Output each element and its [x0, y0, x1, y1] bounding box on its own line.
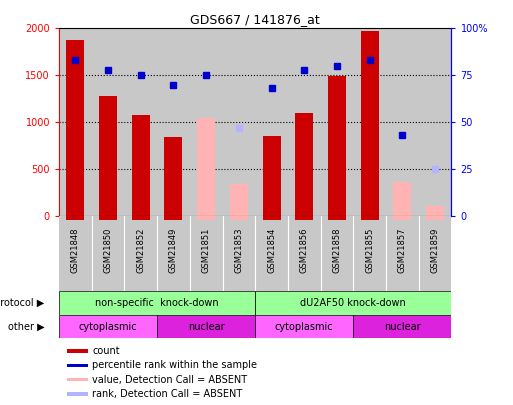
Text: other ▶: other ▶: [8, 322, 44, 332]
Text: count: count: [92, 346, 120, 356]
Text: GSM21859: GSM21859: [430, 227, 440, 273]
Bar: [263, 216, 281, 220]
Bar: [393, 216, 411, 220]
Bar: [255, 216, 288, 291]
Text: protocol ▶: protocol ▶: [0, 298, 44, 308]
Bar: [361, 216, 379, 220]
Text: GSM21854: GSM21854: [267, 227, 276, 273]
Bar: [419, 28, 451, 216]
Bar: [255, 28, 288, 216]
Bar: [223, 28, 255, 216]
Bar: [295, 216, 313, 220]
Bar: [59, 28, 92, 216]
Text: GSM21857: GSM21857: [398, 227, 407, 273]
Bar: [67, 364, 88, 367]
Bar: [92, 216, 125, 291]
Bar: [99, 96, 117, 216]
Bar: [353, 315, 451, 339]
Bar: [426, 206, 444, 216]
Bar: [328, 216, 346, 220]
Bar: [353, 28, 386, 216]
Bar: [67, 378, 88, 382]
Title: GDS667 / 141876_at: GDS667 / 141876_at: [190, 13, 320, 26]
Text: GSM21855: GSM21855: [365, 227, 374, 273]
Bar: [190, 28, 223, 216]
Bar: [92, 28, 125, 216]
Bar: [230, 216, 248, 220]
Text: rank, Detection Call = ABSENT: rank, Detection Call = ABSENT: [92, 389, 243, 399]
Bar: [66, 216, 84, 220]
Text: percentile rank within the sample: percentile rank within the sample: [92, 360, 258, 370]
Bar: [321, 28, 353, 216]
Text: GSM21849: GSM21849: [169, 227, 178, 273]
Bar: [223, 216, 255, 291]
Bar: [165, 216, 183, 220]
Bar: [361, 31, 379, 216]
Bar: [255, 315, 353, 339]
Bar: [157, 28, 190, 216]
Text: GSM21848: GSM21848: [71, 227, 80, 273]
Text: nuclear: nuclear: [384, 322, 421, 332]
Bar: [59, 216, 92, 291]
Bar: [386, 28, 419, 216]
Text: GSM21852: GSM21852: [136, 227, 145, 273]
Text: cytoplasmic: cytoplasmic: [78, 322, 137, 332]
Bar: [419, 216, 451, 291]
Bar: [328, 76, 346, 216]
Bar: [197, 216, 215, 220]
Bar: [321, 216, 353, 291]
Bar: [197, 118, 215, 216]
Bar: [157, 216, 190, 291]
Bar: [132, 115, 150, 216]
Text: non-specific  knock-down: non-specific knock-down: [95, 298, 219, 308]
Bar: [230, 184, 248, 216]
Bar: [288, 28, 321, 216]
Bar: [124, 216, 157, 291]
Bar: [295, 113, 313, 216]
Bar: [124, 28, 157, 216]
Bar: [67, 349, 88, 353]
Text: GSM21858: GSM21858: [332, 227, 342, 273]
Bar: [59, 315, 157, 339]
Bar: [353, 216, 386, 291]
Text: GSM21856: GSM21856: [300, 227, 309, 273]
Bar: [255, 291, 451, 315]
Bar: [59, 291, 255, 315]
Bar: [67, 392, 88, 396]
Bar: [99, 216, 117, 220]
Bar: [132, 216, 150, 220]
Text: GSM21850: GSM21850: [104, 227, 112, 273]
Bar: [165, 137, 183, 216]
Text: dU2AF50 knock-down: dU2AF50 knock-down: [301, 298, 406, 308]
Text: value, Detection Call = ABSENT: value, Detection Call = ABSENT: [92, 375, 247, 385]
Bar: [157, 315, 255, 339]
Text: GSM21851: GSM21851: [202, 227, 211, 273]
Text: GSM21853: GSM21853: [234, 227, 243, 273]
Bar: [393, 182, 411, 216]
Bar: [426, 216, 444, 220]
Bar: [190, 216, 223, 291]
Bar: [386, 216, 419, 291]
Bar: [263, 136, 281, 216]
Text: nuclear: nuclear: [188, 322, 225, 332]
Text: cytoplasmic: cytoplasmic: [275, 322, 333, 332]
Bar: [288, 216, 321, 291]
Bar: [66, 40, 84, 216]
